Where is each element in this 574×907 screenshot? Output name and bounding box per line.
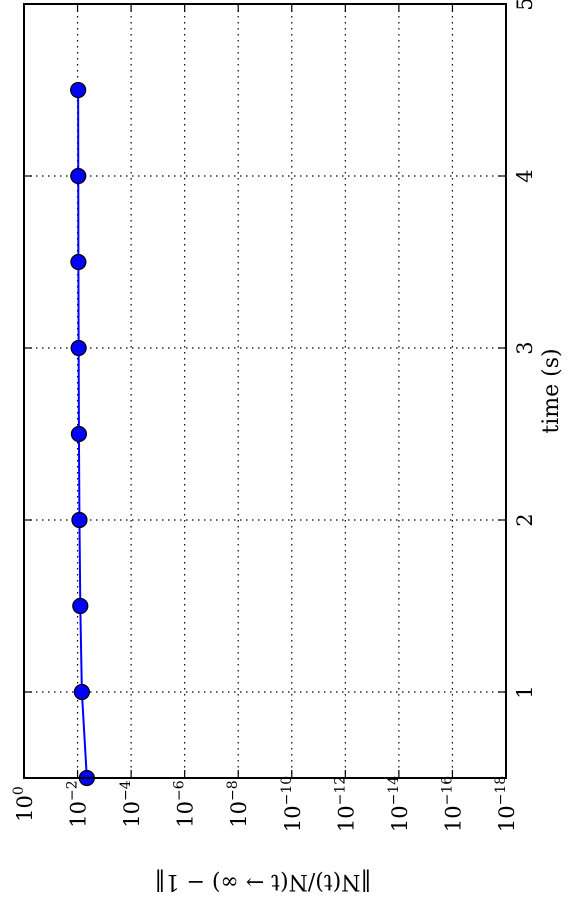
y-tick-label: 10−4 xyxy=(118,780,144,827)
y-axis-label: ‖N(t)/N(t → ∞) − 1‖ xyxy=(154,869,371,894)
tick-marks xyxy=(23,3,507,778)
x-tick-label: 3 xyxy=(513,341,537,354)
y-tick-label: 10−12 xyxy=(332,776,358,832)
x-tick-label: 5 xyxy=(513,0,537,11)
data-point xyxy=(70,81,87,99)
data-point xyxy=(72,597,89,615)
data-point xyxy=(70,253,87,271)
data-point xyxy=(70,339,87,357)
tick-labels: 1 2 3 4 5 100 10−2 10−4 10−6 10−8 10−10 10−12 10−14 1… xyxy=(11,0,537,832)
y-tick-label: 10−10 xyxy=(279,776,305,832)
data-point xyxy=(71,511,88,529)
y-tick-label: 10−2 xyxy=(65,780,91,827)
y-tick-label: 10−18 xyxy=(493,776,519,832)
y-tick-label: 100 xyxy=(11,786,37,822)
series-layer xyxy=(70,81,95,787)
data-point xyxy=(70,425,88,443)
data-point xyxy=(73,683,90,701)
x-tick-label: 1 xyxy=(513,685,537,698)
data-point xyxy=(70,167,87,185)
y-tick-label: 10−8 xyxy=(225,780,251,827)
plot-frame xyxy=(23,3,507,779)
y-tick-label: 10−14 xyxy=(386,776,412,832)
x-axis-label: time (s) xyxy=(539,348,564,433)
x-tick-label: 4 xyxy=(513,169,537,182)
y-tick-label: 10−6 xyxy=(172,780,198,827)
grid-lines xyxy=(24,3,506,778)
y-tick-label: 10−16 xyxy=(439,776,465,832)
x-tick-label: 2 xyxy=(513,513,537,526)
